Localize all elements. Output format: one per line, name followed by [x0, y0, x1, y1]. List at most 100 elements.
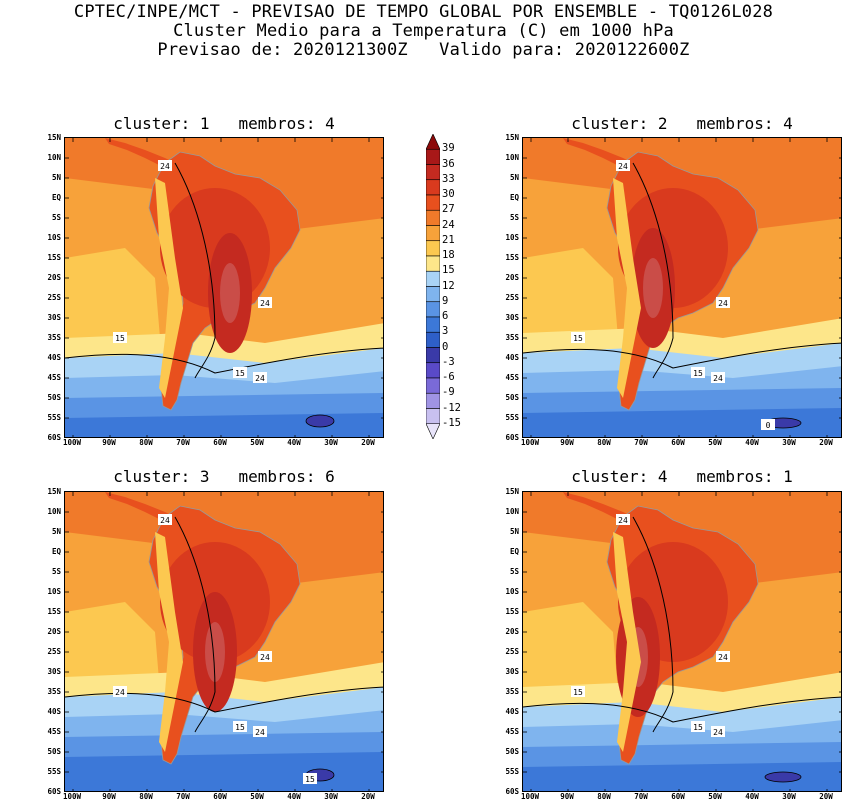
colorbar-label: -3 — [442, 355, 455, 368]
svg-text:24: 24 — [160, 516, 170, 525]
colorbar-label: 3 — [442, 325, 449, 338]
colorbar-label: 6 — [442, 310, 449, 322]
lat-tick-label: EQ — [509, 547, 519, 556]
colorbar-label: 24 — [442, 218, 455, 231]
colorbar-cap-top — [425, 133, 441, 150]
lon-tick-label: 20W — [819, 438, 833, 447]
lat-tick-label: 40S — [505, 353, 519, 362]
colorbar-segment — [425, 209, 441, 226]
lat-tick-label: 55S — [47, 767, 61, 776]
colorbar-label: -12 — [442, 401, 461, 414]
lon-tick-label: 60W — [671, 792, 685, 801]
colorbar — [425, 133, 441, 440]
andes-cool-band — [613, 178, 641, 398]
lat-tick-label: 35S — [47, 333, 61, 342]
field-18 — [523, 248, 618, 338]
svg-text:24: 24 — [115, 688, 125, 697]
lon-tick-label: 100W — [520, 792, 540, 801]
colorbar-segment — [425, 270, 441, 287]
colorbar-segment — [425, 362, 441, 379]
header-line-2: Cluster Medio para a Temperatura (C) em … — [173, 21, 674, 41]
colorbar-label: 39 — [442, 142, 455, 155]
lon-tick-label: 30W — [324, 438, 338, 447]
lon-tick-label: 50W — [250, 792, 264, 801]
contour-label: 15 — [571, 332, 585, 343]
lat-tick-label: 25S — [47, 647, 61, 656]
colorbar-label: 12 — [442, 279, 455, 292]
lat-tick-label: 5N — [51, 527, 61, 536]
cold-pocket — [305, 414, 335, 428]
contour-15 — [523, 696, 841, 723]
svg-text:15: 15 — [693, 369, 703, 378]
lat-tick-label: EQ — [509, 193, 519, 202]
lat-tick-label: 40S — [47, 707, 61, 716]
colorbar-segment — [425, 194, 441, 211]
svg-text:24: 24 — [713, 728, 723, 737]
field-36 — [220, 263, 240, 323]
lat-tick-label: 15S — [47, 607, 61, 616]
lat-tick-label: 25S — [505, 647, 519, 656]
svg-text:24: 24 — [255, 374, 265, 383]
lon-tick-label: 80W — [139, 792, 153, 801]
lat-tick-label: 15S — [505, 607, 519, 616]
svg-text:24: 24 — [713, 374, 723, 383]
lat-tick-label: 50S — [47, 393, 61, 402]
lat-tick-label: 35S — [505, 333, 519, 342]
lat-tick-label: 40S — [505, 707, 519, 716]
contour-label: 24 — [711, 372, 725, 383]
colorbar-label: 0 — [442, 340, 449, 353]
svg-text:24: 24 — [260, 299, 270, 308]
lat-tick-label: 25S — [505, 293, 519, 302]
lat-tick-label: 15S — [505, 253, 519, 262]
svg-text:24: 24 — [718, 653, 728, 662]
contour-label: 24 — [616, 514, 630, 525]
colorbar-segment — [425, 316, 441, 333]
colorbar-segment — [425, 225, 441, 242]
contour-label: 24 — [253, 372, 267, 383]
contour-15 — [65, 347, 383, 374]
lat-tick-label: 5S — [51, 567, 61, 576]
lat-tick-label: 15N — [47, 487, 61, 496]
lon-tick-label: 50W — [708, 438, 722, 447]
lon-tick-label: 20W — [361, 438, 375, 447]
andes-cool-band — [155, 532, 183, 752]
lat-tick-label: 15N — [505, 487, 519, 496]
lon-tick-label: 100W — [62, 438, 82, 447]
contour-label: 24 — [258, 297, 272, 308]
contour-15 — [523, 342, 841, 369]
lat-tick-label: 5N — [509, 173, 519, 182]
lat-tick-label: 5S — [509, 213, 519, 222]
map-svg-4: 24 24 24 15 15 — [523, 492, 841, 791]
lon-tick-label: 80W — [597, 438, 611, 447]
colorbar-label: -15 — [442, 416, 461, 429]
colorbar-label: 36 — [442, 157, 455, 170]
field-3 — [65, 413, 383, 437]
svg-text:15: 15 — [115, 334, 125, 343]
lat-tick-label: 30S — [47, 667, 61, 676]
lon-tick-label: 60W — [213, 438, 227, 447]
colorbar-segment — [425, 286, 441, 303]
lat-tick-label: EQ — [51, 547, 61, 556]
contour-label: 24 — [253, 726, 267, 737]
colorbar-segment — [425, 179, 441, 196]
lon-tick-label: 90W — [102, 792, 116, 801]
lat-tick-label: 15S — [47, 253, 61, 262]
field-18 — [523, 602, 618, 692]
central-america — [563, 492, 627, 520]
lat-tick-label: 5S — [509, 567, 519, 576]
colorbar-label: 15 — [442, 264, 455, 277]
colorbar-label: 18 — [442, 249, 455, 261]
contour-label: 24 — [158, 514, 172, 525]
central-america — [105, 138, 169, 166]
lon-tick-label: 80W — [139, 438, 153, 447]
lon-tick-label: 70W — [634, 438, 648, 447]
svg-text:15: 15 — [573, 334, 583, 343]
lon-tick-label: 70W — [634, 792, 648, 801]
contour-label: 15 — [113, 332, 127, 343]
contour-24 — [632, 162, 674, 379]
svg-text:24: 24 — [255, 728, 265, 737]
contour-label: 24 — [158, 160, 172, 171]
cold-pocket — [764, 771, 802, 783]
lat-tick-label: 55S — [47, 413, 61, 422]
lat-tick-label: 10S — [47, 233, 61, 242]
